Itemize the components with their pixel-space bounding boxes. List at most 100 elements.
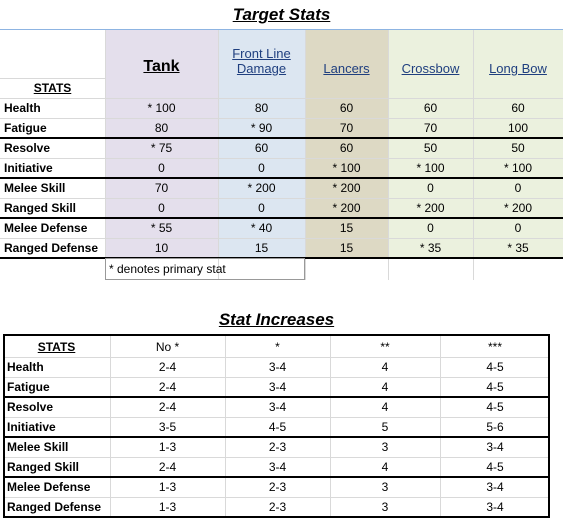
value-cell: 2-4 bbox=[158, 460, 177, 474]
value-cell: 0 bbox=[258, 201, 265, 215]
value-cell: 3-4 bbox=[486, 500, 504, 514]
value-cell: 0 bbox=[427, 221, 434, 235]
value-cell: * 200 bbox=[503, 201, 533, 215]
value-cell: 0 bbox=[258, 161, 265, 175]
value-cell: * 90 bbox=[250, 121, 273, 135]
row-label: Resolve bbox=[4, 141, 51, 155]
value-cell: 60 bbox=[339, 141, 354, 155]
row-label: Melee Skill bbox=[4, 181, 66, 195]
grid-line bbox=[388, 30, 389, 280]
column-fill bbox=[105, 30, 218, 258]
row-label: Melee Skill bbox=[7, 440, 69, 454]
column-fill bbox=[218, 30, 305, 258]
row-label: Initiative bbox=[4, 161, 53, 175]
stats-header: STATS bbox=[37, 340, 76, 354]
value-cell: * 40 bbox=[250, 221, 273, 235]
value-cell: 50 bbox=[423, 141, 438, 155]
grid-line bbox=[0, 118, 563, 119]
grid-line bbox=[225, 335, 226, 517]
value-cell: 1-3 bbox=[158, 500, 177, 514]
value-cell: 4 bbox=[381, 380, 389, 394]
value-cell: 4 bbox=[381, 460, 389, 474]
value-cell: 70 bbox=[423, 121, 438, 135]
grid-line bbox=[3, 377, 550, 378]
column-fill bbox=[388, 30, 473, 258]
value-cell: 50 bbox=[511, 141, 525, 155]
value-cell: 0 bbox=[427, 181, 434, 195]
title: Target Stats bbox=[232, 5, 331, 24]
value-cell: 2-3 bbox=[268, 500, 287, 514]
table-border bbox=[3, 334, 550, 518]
grid-line bbox=[3, 457, 550, 458]
group-border bbox=[3, 436, 550, 438]
row-label: Health bbox=[4, 101, 41, 115]
value-cell: 80 bbox=[254, 101, 269, 115]
row-label: Ranged Defense bbox=[4, 241, 99, 255]
column-header: Lancers bbox=[323, 61, 370, 76]
grid-line bbox=[440, 335, 441, 517]
value-cell: 0 bbox=[514, 181, 522, 195]
column-header: Tank bbox=[143, 58, 180, 75]
row-label: Fatigue bbox=[7, 380, 50, 394]
value-cell: 70 bbox=[339, 121, 354, 135]
column-header: Crossbow bbox=[401, 61, 460, 76]
title: Stat Increases bbox=[218, 310, 335, 329]
column-header: Front Line Damage bbox=[232, 46, 291, 76]
row-label: Ranged Skill bbox=[7, 460, 80, 474]
value-cell: * 75 bbox=[150, 141, 173, 155]
value-cell: 0 bbox=[514, 221, 522, 235]
value-cell: 2-3 bbox=[268, 480, 287, 494]
value-cell: * 100 bbox=[416, 161, 445, 175]
value-cell: 100 bbox=[507, 121, 529, 135]
column-fill bbox=[473, 30, 563, 258]
value-cell: 60 bbox=[423, 101, 438, 115]
value-cell: 2-4 bbox=[158, 380, 177, 394]
value-cell: 1-3 bbox=[158, 440, 177, 454]
column-fill bbox=[305, 30, 388, 258]
grid-line bbox=[3, 357, 550, 358]
grid-line bbox=[218, 30, 219, 280]
value-cell: 4-5 bbox=[486, 360, 504, 374]
value-cell: 4-5 bbox=[486, 400, 504, 414]
value-cell: 10 bbox=[154, 241, 169, 255]
value-cell: 3-4 bbox=[268, 380, 287, 394]
value-cell: 4 bbox=[381, 360, 389, 374]
value-cell: * 200 bbox=[332, 201, 361, 215]
value-cell: 0 bbox=[158, 161, 165, 175]
row-label: Initiative bbox=[7, 420, 56, 434]
grid-line bbox=[105, 30, 106, 280]
grid-line bbox=[0, 198, 563, 199]
grid-line bbox=[0, 78, 105, 79]
column-header: Long Bow bbox=[489, 61, 547, 76]
row-label: Ranged Skill bbox=[4, 201, 77, 215]
value-cell: 3 bbox=[381, 500, 389, 514]
row-label: Melee Defense bbox=[7, 480, 91, 494]
grid-line bbox=[0, 98, 563, 99]
value-cell: 3-4 bbox=[486, 440, 504, 454]
value-cell: * 200 bbox=[332, 181, 361, 195]
group-border bbox=[0, 217, 563, 219]
value-cell: 60 bbox=[511, 101, 525, 115]
value-cell: 2-3 bbox=[268, 440, 287, 454]
value-cell: * 100 bbox=[147, 101, 176, 115]
value-cell: 60 bbox=[339, 101, 354, 115]
grid-line bbox=[110, 335, 111, 517]
grid-line bbox=[0, 238, 563, 239]
value-cell: 5 bbox=[381, 420, 389, 434]
value-cell: 3-4 bbox=[268, 400, 287, 414]
value-cell: * 55 bbox=[150, 221, 173, 235]
grid-line bbox=[473, 30, 474, 280]
value-cell: 0 bbox=[158, 201, 165, 215]
value-cell: 60 bbox=[254, 141, 269, 155]
value-cell: 2-4 bbox=[158, 360, 177, 374]
grid-line bbox=[330, 335, 331, 517]
value-cell: 3-4 bbox=[268, 360, 287, 374]
grid-line bbox=[3, 497, 550, 498]
note-box bbox=[105, 258, 305, 280]
value-cell: 15 bbox=[254, 241, 269, 255]
value-cell: * 35 bbox=[507, 241, 529, 255]
header-line bbox=[0, 29, 563, 30]
value-cell: 1-3 bbox=[158, 480, 177, 494]
row-label: Ranged Defense bbox=[7, 500, 102, 514]
value-cell: 4-5 bbox=[268, 420, 287, 434]
